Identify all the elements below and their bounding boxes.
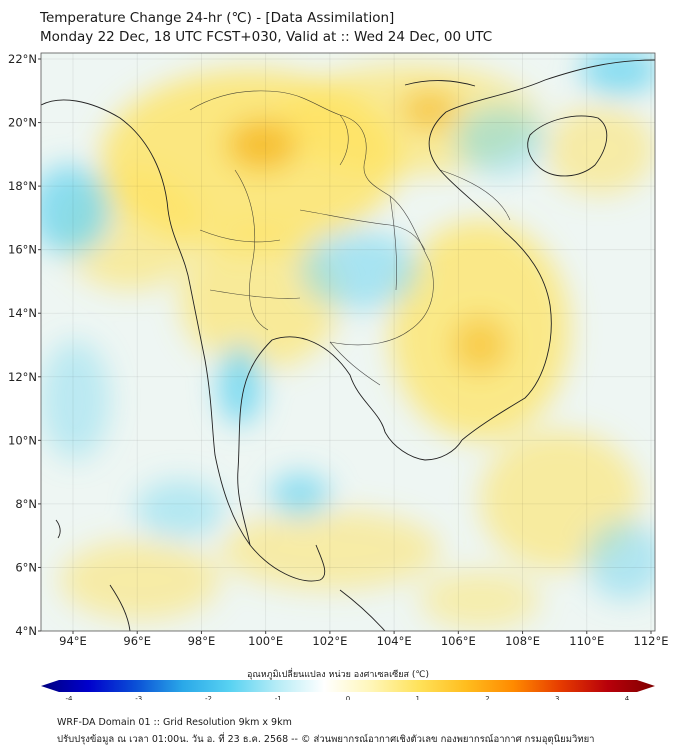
graticule — [41, 53, 655, 631]
longitude-label: 106°E — [441, 634, 476, 648]
colorbar-gradient — [41, 680, 655, 692]
colorbar: -4 -3 -2 -1 0 1 2 3 4 — [41, 680, 655, 700]
longitude-label: 104°E — [377, 634, 412, 648]
colorbar-tick-label: 0 — [346, 695, 350, 700]
colorbar-tick-label: 1 — [416, 695, 420, 700]
colorbar-tick-label: 3 — [555, 695, 559, 700]
latitude-label: 8°N — [15, 497, 37, 511]
latitude-label: 4°N — [15, 624, 37, 638]
map-frame — [40, 52, 656, 632]
longitude-label: 108°E — [505, 634, 540, 648]
colorbar-ticks: -4 -3 -2 -1 0 1 2 3 4 — [66, 695, 630, 700]
longitude-label: 112°E — [634, 634, 669, 648]
admin-borders — [189, 90, 511, 386]
map-subtitle: Monday 22 Dec, 18 UTC FCST+030, Valid at… — [40, 29, 493, 45]
latitude-label: 22°N — [8, 52, 37, 66]
colorbar-tick-label: 2 — [485, 695, 489, 700]
footer-update-info: ปรับปรุงข้อมูล ณ เวลา 01:00น. วัน อ. ที่… — [57, 734, 595, 745]
colorbar-tick-label: -3 — [135, 695, 142, 700]
latitude-label: 10°N — [8, 433, 37, 447]
longitude-label: 96°E — [123, 634, 151, 648]
longitude-label: 94°E — [59, 634, 87, 648]
colorbar-tick-label: 4 — [625, 695, 630, 700]
map-area — [41, 53, 655, 631]
footer-model-info: WRF-DA Domain 01 :: Grid Resolution 9km … — [57, 717, 292, 728]
latitude-label: 6°N — [15, 560, 37, 574]
longitude-label: 102°E — [312, 634, 347, 648]
longitude-axis: 94°E 96°E 98°E 100°E 102°E 104°E 106°E 108°E 110… — [59, 631, 668, 648]
map-figure: 22°N 20°N 18°N 16°N 14°N 12°N 10°N 8°N 6°N 4°N 94… — [8, 52, 668, 700]
coastline — [41, 59, 655, 631]
map-title: Temperature Change 24-hr (℃) - [Data Ass… — [40, 10, 395, 26]
latitude-label: 14°N — [8, 306, 37, 320]
latitude-label: 12°N — [8, 370, 37, 384]
latitude-label: 20°N — [8, 116, 37, 130]
latitude-label: 18°N — [8, 179, 37, 193]
colorbar-tick-label: -1 — [275, 695, 282, 700]
longitude-label: 110°E — [569, 634, 604, 648]
latitude-label: 16°N — [8, 243, 37, 257]
colorbar-tick-label: -4 — [66, 695, 74, 700]
longitude-label: 98°E — [188, 634, 216, 648]
latitude-axis: 22°N 20°N 18°N 16°N 14°N 12°N 10°N 8°N 6°N 4°N — [8, 52, 41, 638]
colorbar-tick-label: -2 — [205, 695, 212, 700]
longitude-label: 100°E — [248, 634, 283, 648]
colorbar-label: อุณหภูมิเปลี่ยนแปลง หน่วย องศาเซลเซียส (… — [246, 670, 430, 680]
